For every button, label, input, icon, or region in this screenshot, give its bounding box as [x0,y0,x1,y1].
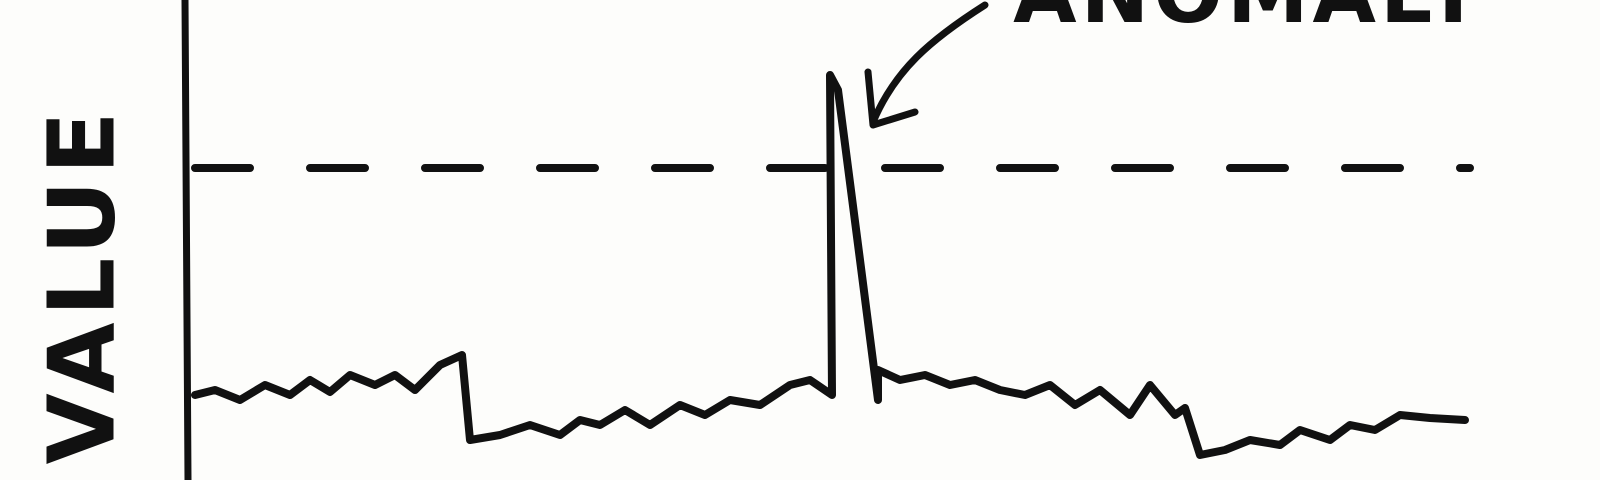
y-axis [181,0,192,480]
annotation: ANOMALY [1013,0,1487,42]
annotation-arrow [869,1,989,126]
data-line [191,71,1469,459]
y-axis-label: VALUE [28,105,135,464]
annotation-arrowhead [864,68,919,129]
